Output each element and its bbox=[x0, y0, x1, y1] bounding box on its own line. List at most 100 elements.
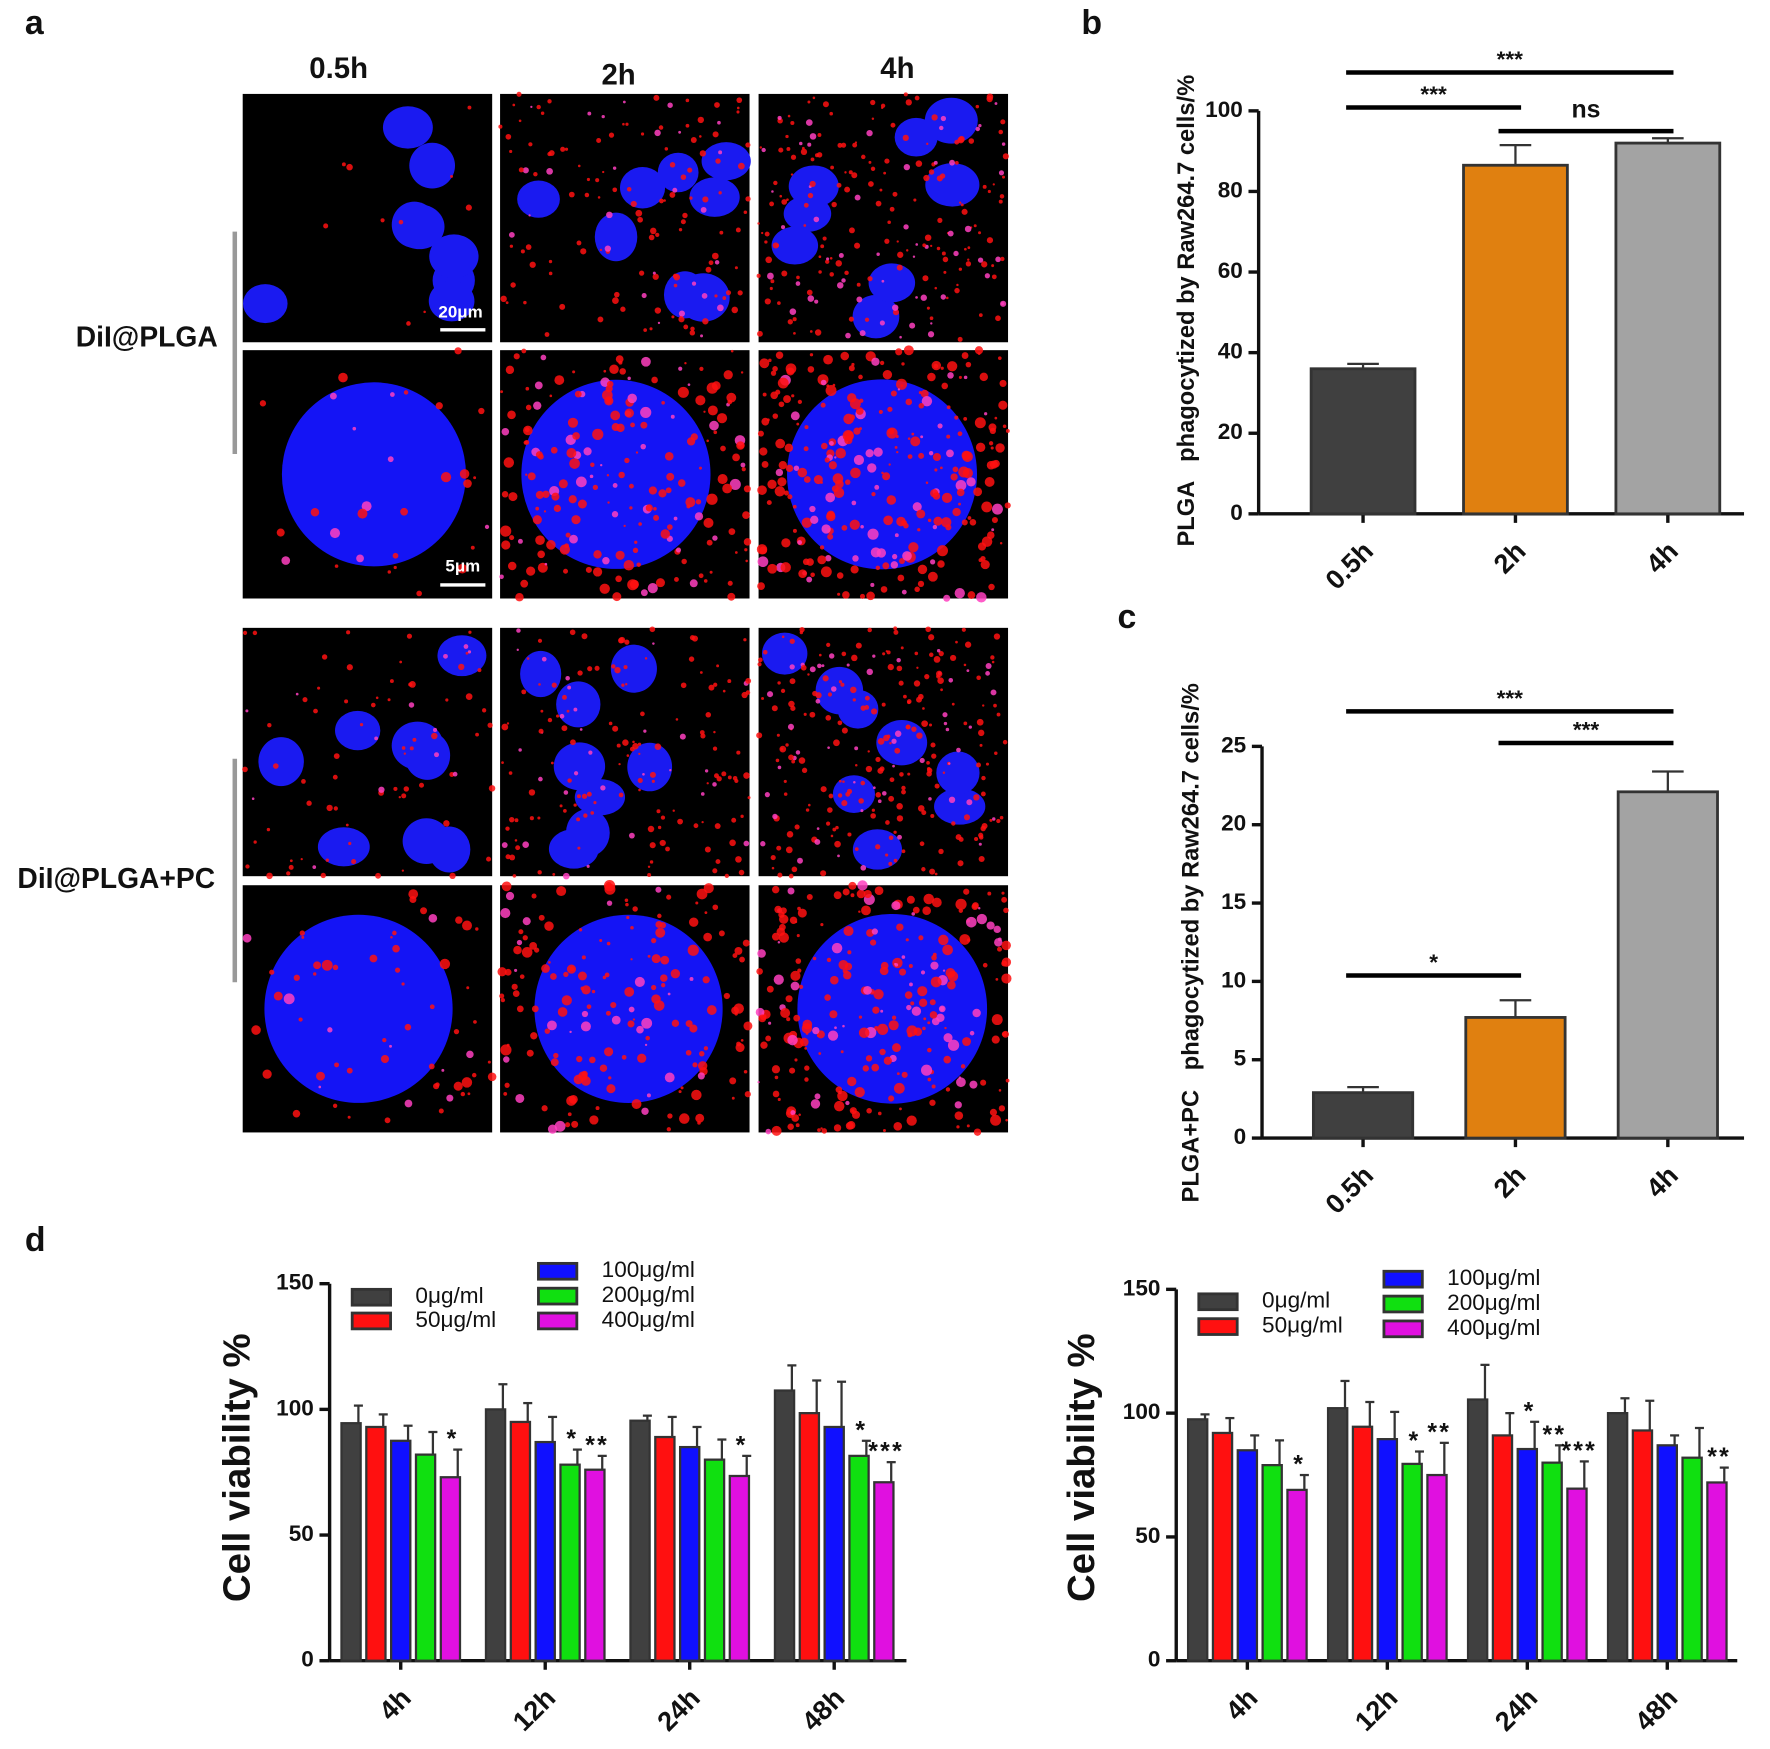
particle bbox=[896, 450, 899, 454]
nucleus bbox=[382, 106, 433, 149]
particle bbox=[600, 785, 606, 791]
legend-swatch bbox=[537, 1311, 579, 1331]
y-tick-label: 80 bbox=[1218, 177, 1243, 202]
particle bbox=[901, 789, 906, 795]
particle bbox=[678, 1090, 682, 1094]
particle bbox=[595, 178, 600, 183]
particle bbox=[933, 160, 938, 165]
particle bbox=[785, 846, 793, 854]
particle bbox=[621, 683, 625, 687]
particle bbox=[985, 670, 990, 676]
particle bbox=[796, 934, 800, 938]
particle bbox=[606, 941, 611, 946]
particle bbox=[915, 243, 919, 246]
particle bbox=[736, 97, 743, 104]
particle bbox=[713, 682, 718, 687]
particle bbox=[562, 872, 570, 880]
particle bbox=[842, 780, 845, 783]
particle bbox=[907, 700, 911, 705]
panel-label: a bbox=[25, 4, 45, 42]
y-tick-label: 20 bbox=[1218, 419, 1243, 444]
particle bbox=[771, 1125, 782, 1136]
particle bbox=[837, 142, 843, 148]
particle bbox=[883, 515, 893, 526]
particle bbox=[775, 468, 784, 477]
particle bbox=[835, 260, 843, 267]
particle bbox=[716, 413, 728, 424]
significance-label: * bbox=[447, 1426, 459, 1453]
particle bbox=[831, 942, 843, 954]
particle bbox=[595, 1106, 600, 1111]
particle bbox=[877, 799, 882, 804]
particle bbox=[779, 745, 787, 753]
particle bbox=[538, 728, 544, 734]
particle bbox=[390, 392, 395, 397]
particle bbox=[660, 974, 668, 982]
particle bbox=[404, 1023, 412, 1031]
particle bbox=[722, 483, 733, 494]
particle bbox=[982, 184, 987, 189]
particle bbox=[587, 111, 592, 116]
particle bbox=[738, 869, 745, 876]
particle bbox=[906, 1025, 918, 1037]
particle bbox=[923, 1017, 927, 1021]
particle bbox=[585, 566, 592, 573]
particle bbox=[685, 1049, 692, 1056]
particle bbox=[466, 986, 470, 990]
particle bbox=[612, 187, 618, 193]
bar bbox=[1376, 1438, 1399, 1662]
particle bbox=[695, 499, 702, 505]
particle bbox=[689, 196, 693, 200]
particle bbox=[987, 189, 991, 194]
particle bbox=[513, 353, 520, 360]
particle bbox=[453, 1028, 460, 1035]
particle bbox=[792, 317, 797, 322]
particle bbox=[824, 994, 831, 1001]
particle bbox=[508, 492, 518, 502]
particle bbox=[245, 709, 249, 713]
particle bbox=[896, 657, 901, 663]
particle bbox=[675, 547, 682, 553]
particle bbox=[775, 438, 786, 449]
particle bbox=[958, 267, 963, 271]
particle bbox=[610, 410, 621, 421]
nucleus bbox=[428, 826, 471, 873]
particle bbox=[626, 915, 630, 920]
particle bbox=[409, 746, 414, 751]
particle bbox=[961, 519, 968, 526]
particle bbox=[571, 1120, 579, 1128]
particle bbox=[403, 786, 410, 792]
particle bbox=[689, 976, 694, 981]
particle bbox=[768, 358, 772, 363]
particle bbox=[721, 771, 727, 777]
particle bbox=[936, 649, 941, 653]
particle bbox=[787, 494, 793, 500]
particle bbox=[775, 243, 780, 248]
particle bbox=[535, 506, 540, 511]
y-axis-label: PLGA+PC phagocytized by Raw264.7 cells/% bbox=[1178, 683, 1204, 1202]
particle bbox=[506, 1043, 510, 1047]
particle bbox=[947, 971, 959, 982]
particle bbox=[883, 171, 887, 175]
particle bbox=[974, 346, 984, 355]
particle bbox=[836, 282, 844, 289]
bar bbox=[1681, 1456, 1703, 1662]
particle bbox=[954, 287, 960, 294]
particle bbox=[805, 119, 813, 126]
particle bbox=[549, 394, 553, 398]
particle bbox=[743, 1069, 748, 1074]
particle bbox=[293, 974, 300, 981]
particle bbox=[838, 779, 842, 783]
particle bbox=[341, 162, 346, 167]
particle bbox=[845, 1100, 850, 1106]
particle bbox=[868, 181, 874, 187]
particle bbox=[512, 990, 520, 997]
particle bbox=[825, 259, 830, 264]
particle bbox=[966, 477, 976, 487]
particle bbox=[805, 1031, 809, 1035]
particle bbox=[886, 495, 897, 505]
particle bbox=[946, 449, 954, 458]
particle bbox=[996, 818, 1001, 824]
particle bbox=[1002, 739, 1008, 745]
particle bbox=[870, 582, 875, 588]
